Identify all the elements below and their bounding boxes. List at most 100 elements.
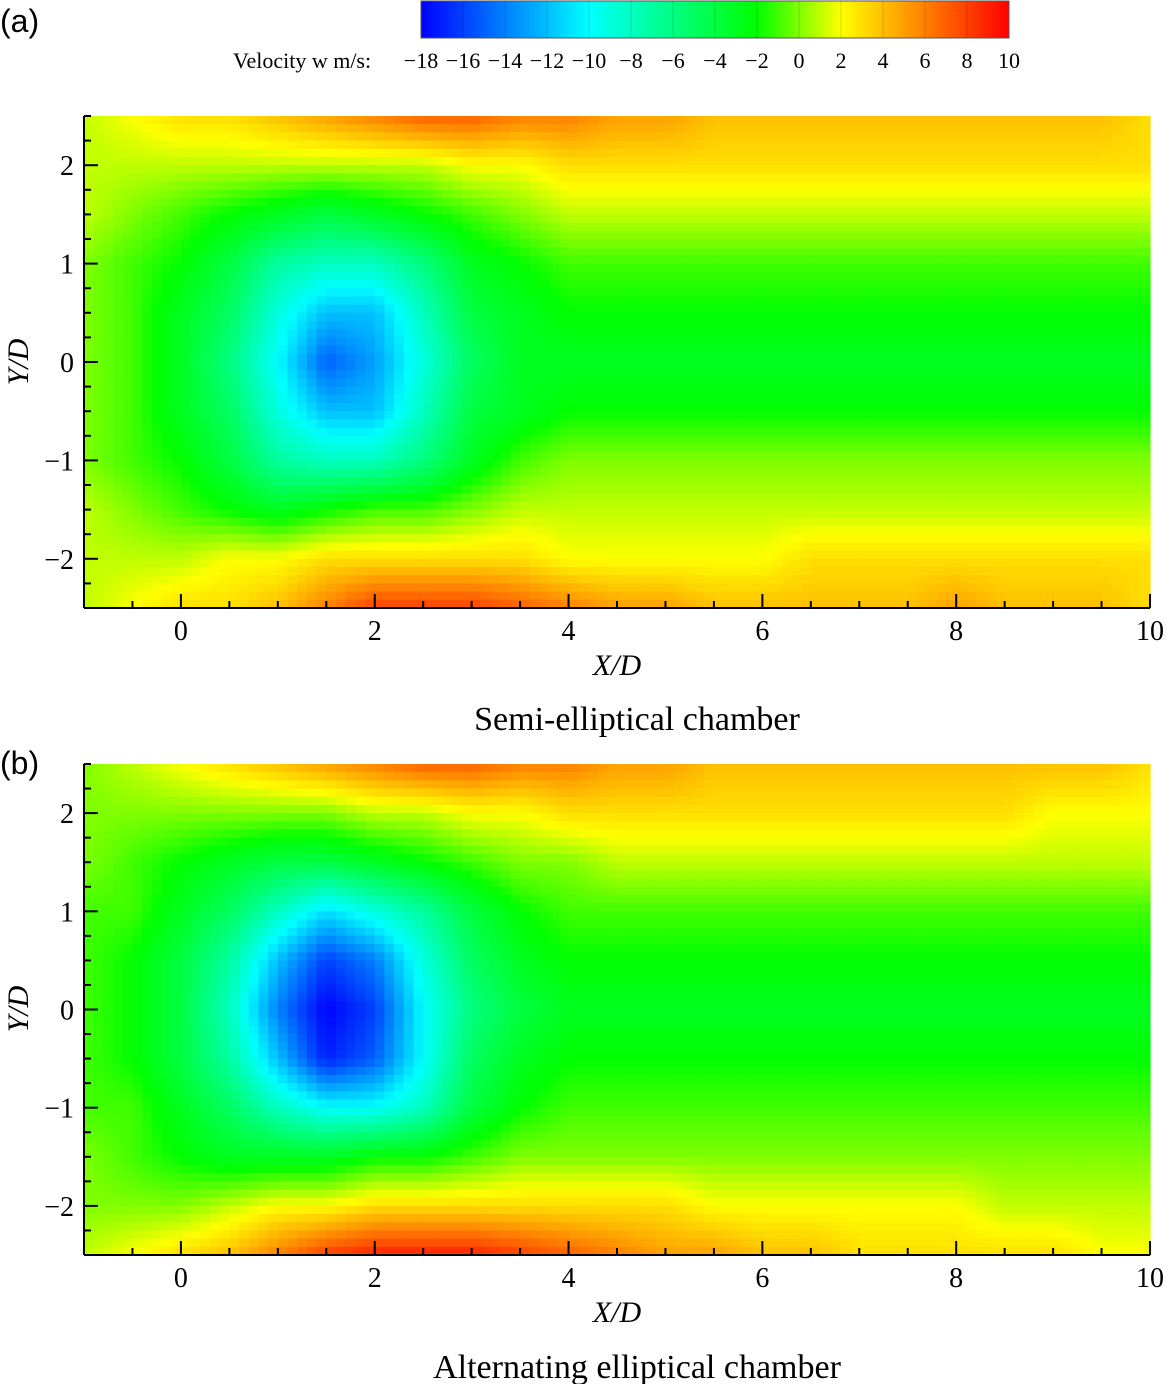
- contour-cell: [587, 198, 599, 207]
- contour-cell: [1111, 468, 1122, 478]
- contour-cell: [355, 435, 366, 445]
- contour-cell: [927, 468, 938, 478]
- contour-cell: [442, 394, 453, 404]
- contour-cell: [597, 247, 608, 256]
- contour-cell: [1033, 468, 1044, 478]
- contour-cell: [956, 206, 967, 215]
- contour-cell: [849, 124, 860, 133]
- contour-cell: [471, 148, 482, 158]
- contour-cell: [239, 362, 250, 371]
- contour-cell: [713, 403, 725, 412]
- contour-cell: [403, 427, 415, 437]
- contour-cell: [306, 116, 318, 125]
- contour-cell: [820, 165, 831, 174]
- contour-cell: [403, 312, 415, 322]
- contour-cell: [103, 427, 114, 437]
- contour-cell: [1111, 403, 1122, 412]
- contour-cell: [597, 304, 608, 314]
- contour-cell: [1091, 435, 1103, 445]
- contour-cell: [394, 304, 405, 314]
- contour-cell: [626, 419, 637, 429]
- contour-cell: [985, 312, 996, 322]
- contour-cell: [694, 427, 705, 437]
- contour-cell: [578, 255, 589, 265]
- contour-cell: [1091, 337, 1103, 347]
- contour-cell: [607, 435, 618, 445]
- contour-cell: [374, 116, 386, 125]
- contour-cell: [161, 411, 172, 420]
- contour-cell: [365, 206, 376, 215]
- contour-cell: [975, 476, 986, 486]
- contour-cell: [675, 403, 686, 412]
- contour-cell: [917, 394, 928, 404]
- contour-cell: [1111, 427, 1122, 437]
- contour-cell: [248, 214, 260, 224]
- contour-cell: [452, 468, 463, 478]
- contour-cell: [888, 206, 899, 215]
- contour-cell: [694, 181, 705, 191]
- contour-cell: [975, 239, 986, 248]
- contour-cell: [151, 460, 163, 470]
- contour-cell: [442, 222, 453, 232]
- contour-cell: [975, 460, 986, 470]
- contour-cell: [772, 321, 783, 330]
- contour-cell: [927, 288, 938, 297]
- contour-cell: [1120, 460, 1132, 470]
- contour-cell: [500, 378, 511, 388]
- contour-cell: [684, 353, 696, 363]
- contour-cell: [917, 140, 928, 150]
- contour-cell: [142, 255, 153, 265]
- contour-cell: [461, 189, 473, 199]
- contour-cell: [549, 403, 560, 412]
- contour-cell: [229, 230, 240, 240]
- contour-cell: [161, 304, 172, 314]
- contour-cell: [239, 214, 250, 224]
- contour-cell: [888, 468, 899, 478]
- contour-cell: [859, 353, 870, 363]
- contour-cell: [229, 321, 240, 330]
- contour-cell: [510, 353, 521, 363]
- contour-cell: [1014, 230, 1025, 240]
- contour-cell: [113, 271, 124, 281]
- contour-cell: [500, 476, 511, 486]
- contour-cell: [985, 263, 996, 273]
- contour-cell: [607, 271, 618, 281]
- contour-cell: [306, 255, 318, 265]
- contour-cell: [1062, 280, 1074, 289]
- contour-cell: [171, 214, 182, 224]
- contour-cell: [103, 255, 114, 265]
- contour-cell: [781, 271, 793, 281]
- contour-cell: [587, 321, 599, 330]
- contour-cell: [219, 280, 230, 289]
- contour-cell: [200, 247, 211, 256]
- contour-cell: [1043, 452, 1054, 461]
- contour-cell: [1053, 353, 1064, 363]
- contour-cell: [452, 296, 463, 306]
- contour-cell: [752, 353, 763, 363]
- contour-cell: [1004, 476, 1015, 486]
- contour-cell: [1072, 140, 1083, 150]
- contour-cell: [868, 321, 880, 330]
- contour-cell: [1082, 476, 1093, 486]
- contour-cell: [394, 321, 405, 330]
- contour-cell: [713, 321, 725, 330]
- contour-cell: [374, 321, 386, 330]
- contour-cell: [898, 222, 909, 232]
- contour-cell: [151, 362, 163, 371]
- contour-cell: [801, 427, 812, 437]
- contour-cell: [839, 452, 851, 461]
- contour-cell: [442, 157, 453, 166]
- contour-cell: [529, 386, 541, 396]
- contour-cell: [820, 214, 831, 224]
- contour-cell: [297, 435, 308, 445]
- contour-cell: [539, 148, 550, 158]
- contour-cell: [491, 353, 502, 363]
- contour-cell: [93, 452, 104, 461]
- contour-cell: [1130, 255, 1141, 265]
- contour-cell: [946, 140, 957, 150]
- contour-cell: [888, 263, 899, 273]
- contour-cell: [626, 329, 637, 338]
- contour-cell: [190, 353, 201, 363]
- contour-cell: [1043, 394, 1054, 404]
- contour-cell: [1043, 476, 1054, 486]
